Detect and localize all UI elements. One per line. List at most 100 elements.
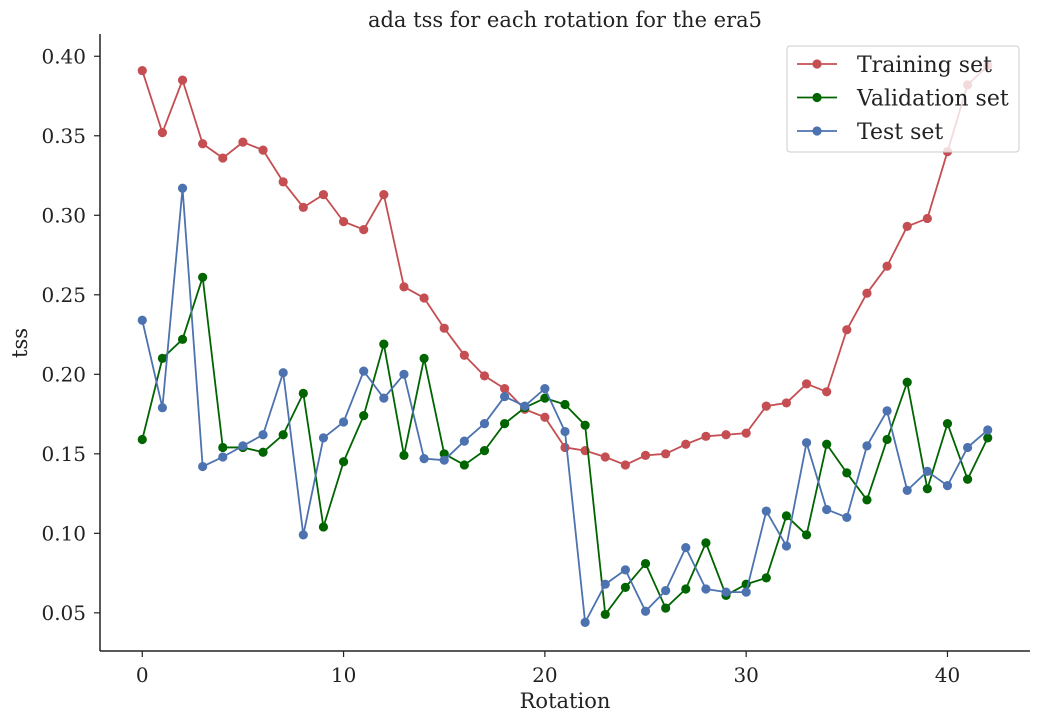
data-point-training-set: [338, 217, 349, 227]
data-point-validation-set: [218, 442, 228, 453]
x-tick-label: 0: [136, 663, 149, 687]
legend-label: Test set: [857, 120, 943, 145]
data-point-test-set: [157, 403, 167, 413]
data-point-validation-set: [580, 420, 590, 430]
data-point-validation-set: [540, 393, 550, 403]
data-point-training-set: [661, 449, 671, 459]
y-tick-label: 0.20: [41, 362, 86, 386]
y-tick-label: 0.35: [41, 124, 86, 148]
data-point-validation-set: [822, 439, 832, 449]
y-ticks: 0.05 0.10 0.15 0.20 0.25 0.30 0.35 0.40: [41, 44, 100, 625]
data-point-training-set: [258, 145, 268, 155]
data-point-test-set: [963, 442, 973, 453]
data-point-test-set: [701, 584, 711, 594]
data-point-validation-set: [963, 474, 973, 484]
data-point-validation-set: [500, 419, 510, 429]
data-point-validation-set: [620, 582, 630, 592]
x-tick-label: 30: [733, 663, 758, 687]
legend-marker: [812, 92, 822, 103]
data-point-test-set: [882, 406, 892, 416]
data-point-test-set: [298, 530, 308, 540]
data-point-test-set: [822, 504, 832, 515]
data-point-training-set: [560, 442, 570, 453]
data-point-training-set: [701, 431, 711, 441]
axes: [99, 34, 1030, 652]
data-point-training-set: [540, 412, 550, 422]
data-point-validation-set: [258, 447, 268, 457]
data-point-training-set: [137, 65, 147, 76]
x-tick-label: 20: [532, 663, 557, 687]
data-point-test-set: [902, 485, 912, 495]
data-point-validation-set: [882, 434, 892, 445]
data-point-test-set: [580, 617, 590, 627]
data-point-test-set: [922, 466, 932, 476]
data-point-validation-set: [137, 434, 147, 445]
data-point-training-set: [822, 387, 832, 397]
data-point-test-set: [500, 391, 510, 402]
data-point-training-set: [479, 371, 490, 381]
data-point-training-set: [882, 261, 892, 271]
data-point-test-set: [741, 587, 751, 597]
data-point-test-set: [459, 436, 469, 446]
data-point-test-set: [278, 368, 288, 378]
data-point-training-set: [922, 213, 932, 224]
data-point-training-set: [681, 439, 691, 449]
data-point-validation-set: [359, 411, 369, 421]
data-point-training-set: [781, 398, 792, 408]
legend-marker: [812, 126, 822, 136]
legend-box: [786, 45, 1020, 153]
data-point-training-set: [379, 190, 389, 200]
x-axis-label: Rotation: [520, 689, 611, 713]
data-point-validation-set: [781, 511, 792, 521]
data-point-training-set: [359, 225, 369, 235]
chart-title: ada tss for each rotation for the era5: [368, 8, 762, 32]
data-point-validation-set: [983, 433, 993, 443]
data-point-validation-set: [318, 522, 329, 532]
data-point-training-set: [459, 350, 469, 360]
data-point-validation-set: [701, 538, 711, 548]
data-point-test-set: [177, 183, 188, 193]
data-point-validation-set: [479, 446, 490, 456]
data-point-test-set: [721, 587, 731, 597]
data-point-test-set: [137, 315, 147, 325]
data-point-training-set: [318, 190, 329, 200]
data-point-test-set: [238, 441, 248, 451]
data-point-validation-set: [922, 484, 932, 494]
series-test-set: [137, 183, 993, 627]
x-ticks: 0 10 20 30 40: [136, 651, 960, 687]
data-point-validation-set: [298, 388, 308, 398]
data-point-validation-set: [177, 334, 188, 344]
series-layer: [137, 61, 993, 627]
data-point-training-set: [721, 430, 731, 440]
data-point-validation-set: [862, 495, 872, 505]
data-point-test-set: [942, 481, 953, 491]
data-point-training-set: [439, 323, 449, 333]
y-tick-label: 0.15: [41, 442, 86, 466]
data-point-test-set: [761, 506, 771, 516]
data-point-test-set: [781, 541, 792, 551]
y-tick-label: 0.10: [41, 521, 86, 545]
legend-item-training-set: Training set: [797, 53, 992, 78]
data-point-training-set: [177, 75, 188, 85]
data-point-test-set: [258, 430, 268, 440]
data-point-test-set: [359, 366, 369, 376]
data-point-validation-set: [640, 558, 651, 569]
data-point-test-set: [379, 393, 389, 403]
data-point-training-set: [741, 428, 751, 438]
data-point-validation-set: [801, 530, 812, 540]
data-point-test-set: [338, 417, 349, 427]
data-point-test-set: [862, 441, 872, 451]
x-tick-label: 40: [935, 663, 960, 687]
data-point-validation-set: [157, 353, 167, 363]
y-tick-label: 0.05: [41, 601, 86, 625]
y-tick-label: 0.40: [41, 44, 86, 68]
data-point-test-set: [399, 369, 409, 379]
data-point-test-set: [600, 579, 610, 589]
y-axis-label: tss: [8, 328, 32, 358]
data-point-training-set: [620, 460, 630, 470]
data-point-training-set: [640, 450, 651, 460]
data-point-test-set: [540, 384, 550, 394]
data-point-validation-set: [338, 457, 349, 467]
data-point-test-set: [620, 565, 630, 575]
